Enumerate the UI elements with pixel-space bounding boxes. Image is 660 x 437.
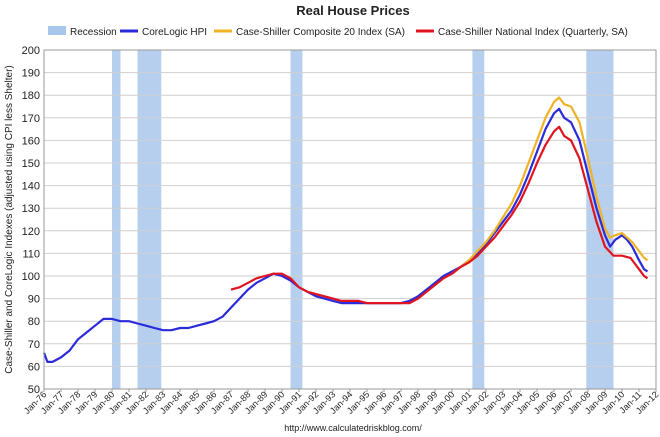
legend-label-2: Case-Shiller Composite 20 Index (SA) [236,27,405,38]
legend: Recession CoreLogic HPI Case-Shiller Compo… [48,26,628,38]
recession-bands [112,50,614,389]
series-line-0 [42,107,649,363]
x-axis: Jan-76Jan-77Jan-78Jan-79Jan-80Jan-81Jan-… [22,389,660,416]
y-tick-label-90: 90 [28,294,40,306]
y-tick-label-140: 140 [22,181,40,193]
gridlines [44,72,656,367]
y-tick-label-80: 80 [28,316,40,328]
legend-label-3: Case-Shiller National Index (Quarterly, … [438,27,628,38]
plot-area [42,49,657,390]
series-layer [42,96,649,363]
y-tick-label-110: 110 [22,248,40,260]
chart-title: Real House Prices [296,3,409,18]
y-tick-label-170: 170 [22,113,40,125]
y-tick-label-200: 200 [22,45,40,57]
recession-band-1 [137,50,162,389]
y-tick-label-190: 190 [22,68,40,80]
y-axis-label: Case-Shiller and CoreLogic Indexes (adju… [4,65,15,374]
y-tick-label-60: 60 [28,361,40,373]
source-note: http://www.calculatedriskblog.com/ [284,423,422,433]
y-tick-label-150: 150 [22,158,40,170]
y-tick-label-100: 100 [22,271,40,283]
y-axis: 50 60 70 80 90 100 110 120 130 140 150 160 170 180 190… [22,45,40,396]
recession-band-0 [112,50,121,389]
y-tick-label-70: 70 [28,339,40,351]
y-tick-label-50: 50 [28,384,40,396]
plot-frame [43,49,657,390]
series-line-1 [451,96,649,275]
series-line-2 [230,125,649,305]
y-tick-label-120: 120 [22,226,40,238]
y-tick-label-160: 160 [22,135,40,147]
y-tick-label-180: 180 [22,90,40,102]
recession-band-2 [290,50,303,389]
recession-band-3 [472,50,485,389]
legend-swatch-0 [48,26,66,35]
legend-label-0: Recession [70,27,117,38]
y-tick-label-130: 130 [22,203,40,215]
legend-label-1: CoreLogic HPI [142,27,207,38]
